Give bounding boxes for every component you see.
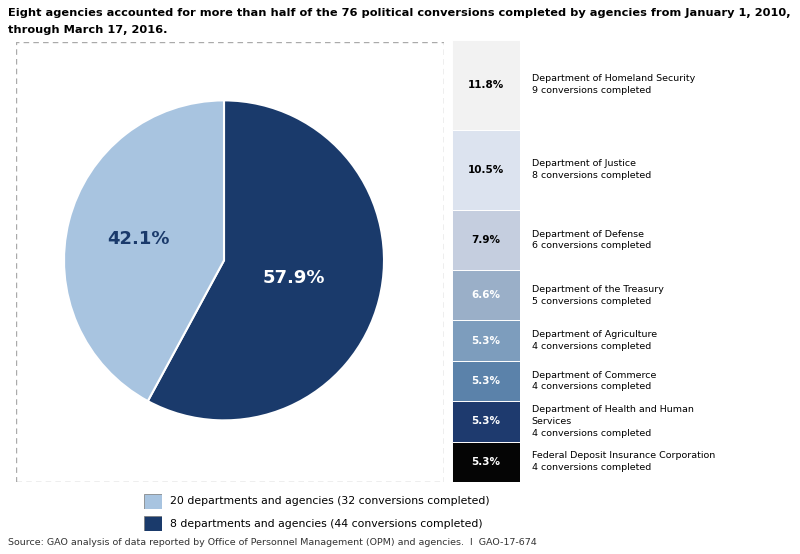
Bar bbox=[452, 401, 520, 442]
Text: 5.3%: 5.3% bbox=[471, 336, 501, 346]
Text: 6.6%: 6.6% bbox=[471, 290, 501, 300]
Bar bbox=[452, 361, 520, 401]
Text: 7.9%: 7.9% bbox=[471, 235, 501, 245]
Wedge shape bbox=[64, 100, 224, 401]
Text: 57.9%: 57.9% bbox=[262, 269, 325, 287]
Text: Eight agencies accounted for more than half of the 76 political conversions comp: Eight agencies accounted for more than h… bbox=[8, 8, 790, 18]
Text: 11.8%: 11.8% bbox=[468, 80, 504, 90]
Text: Department of Homeland Security
9 conversions completed: Department of Homeland Security 9 conver… bbox=[532, 74, 695, 95]
Bar bbox=[452, 270, 520, 320]
Text: Department of Defense
6 conversions completed: Department of Defense 6 conversions comp… bbox=[532, 229, 651, 250]
Text: Department of the Treasury
5 conversions completed: Department of the Treasury 5 conversions… bbox=[532, 285, 663, 306]
Text: Source: GAO analysis of data reported by Office of Personnel Management (OPM) an: Source: GAO analysis of data reported by… bbox=[8, 538, 537, 547]
Text: Department of Agriculture
4 conversions completed: Department of Agriculture 4 conversions … bbox=[532, 330, 657, 351]
Text: 5.3%: 5.3% bbox=[471, 457, 501, 467]
Bar bbox=[452, 40, 520, 130]
Text: 8 departments and agencies (44 conversions completed): 8 departments and agencies (44 conversio… bbox=[170, 519, 482, 529]
Text: through March 17, 2016.: through March 17, 2016. bbox=[8, 25, 167, 35]
Text: Department of Health and Human
Services
4 conversions completed: Department of Health and Human Services … bbox=[532, 405, 694, 438]
Text: 10.5%: 10.5% bbox=[468, 165, 504, 175]
Text: Department of Commerce
4 conversions completed: Department of Commerce 4 conversions com… bbox=[532, 371, 656, 391]
Bar bbox=[452, 210, 520, 270]
Text: 5.3%: 5.3% bbox=[471, 376, 501, 386]
Bar bbox=[452, 320, 520, 361]
Text: 5.3%: 5.3% bbox=[471, 417, 501, 427]
Bar bbox=[452, 442, 520, 482]
Text: 20 departments and agencies (32 conversions completed): 20 departments and agencies (32 conversi… bbox=[170, 496, 490, 506]
Text: Federal Deposit Insurance Corporation
4 conversions completed: Federal Deposit Insurance Corporation 4 … bbox=[532, 452, 715, 472]
Text: Department of Justice
8 conversions completed: Department of Justice 8 conversions comp… bbox=[532, 160, 651, 180]
Wedge shape bbox=[148, 100, 384, 420]
Bar bbox=[452, 130, 520, 210]
Text: 42.1%: 42.1% bbox=[107, 230, 170, 248]
